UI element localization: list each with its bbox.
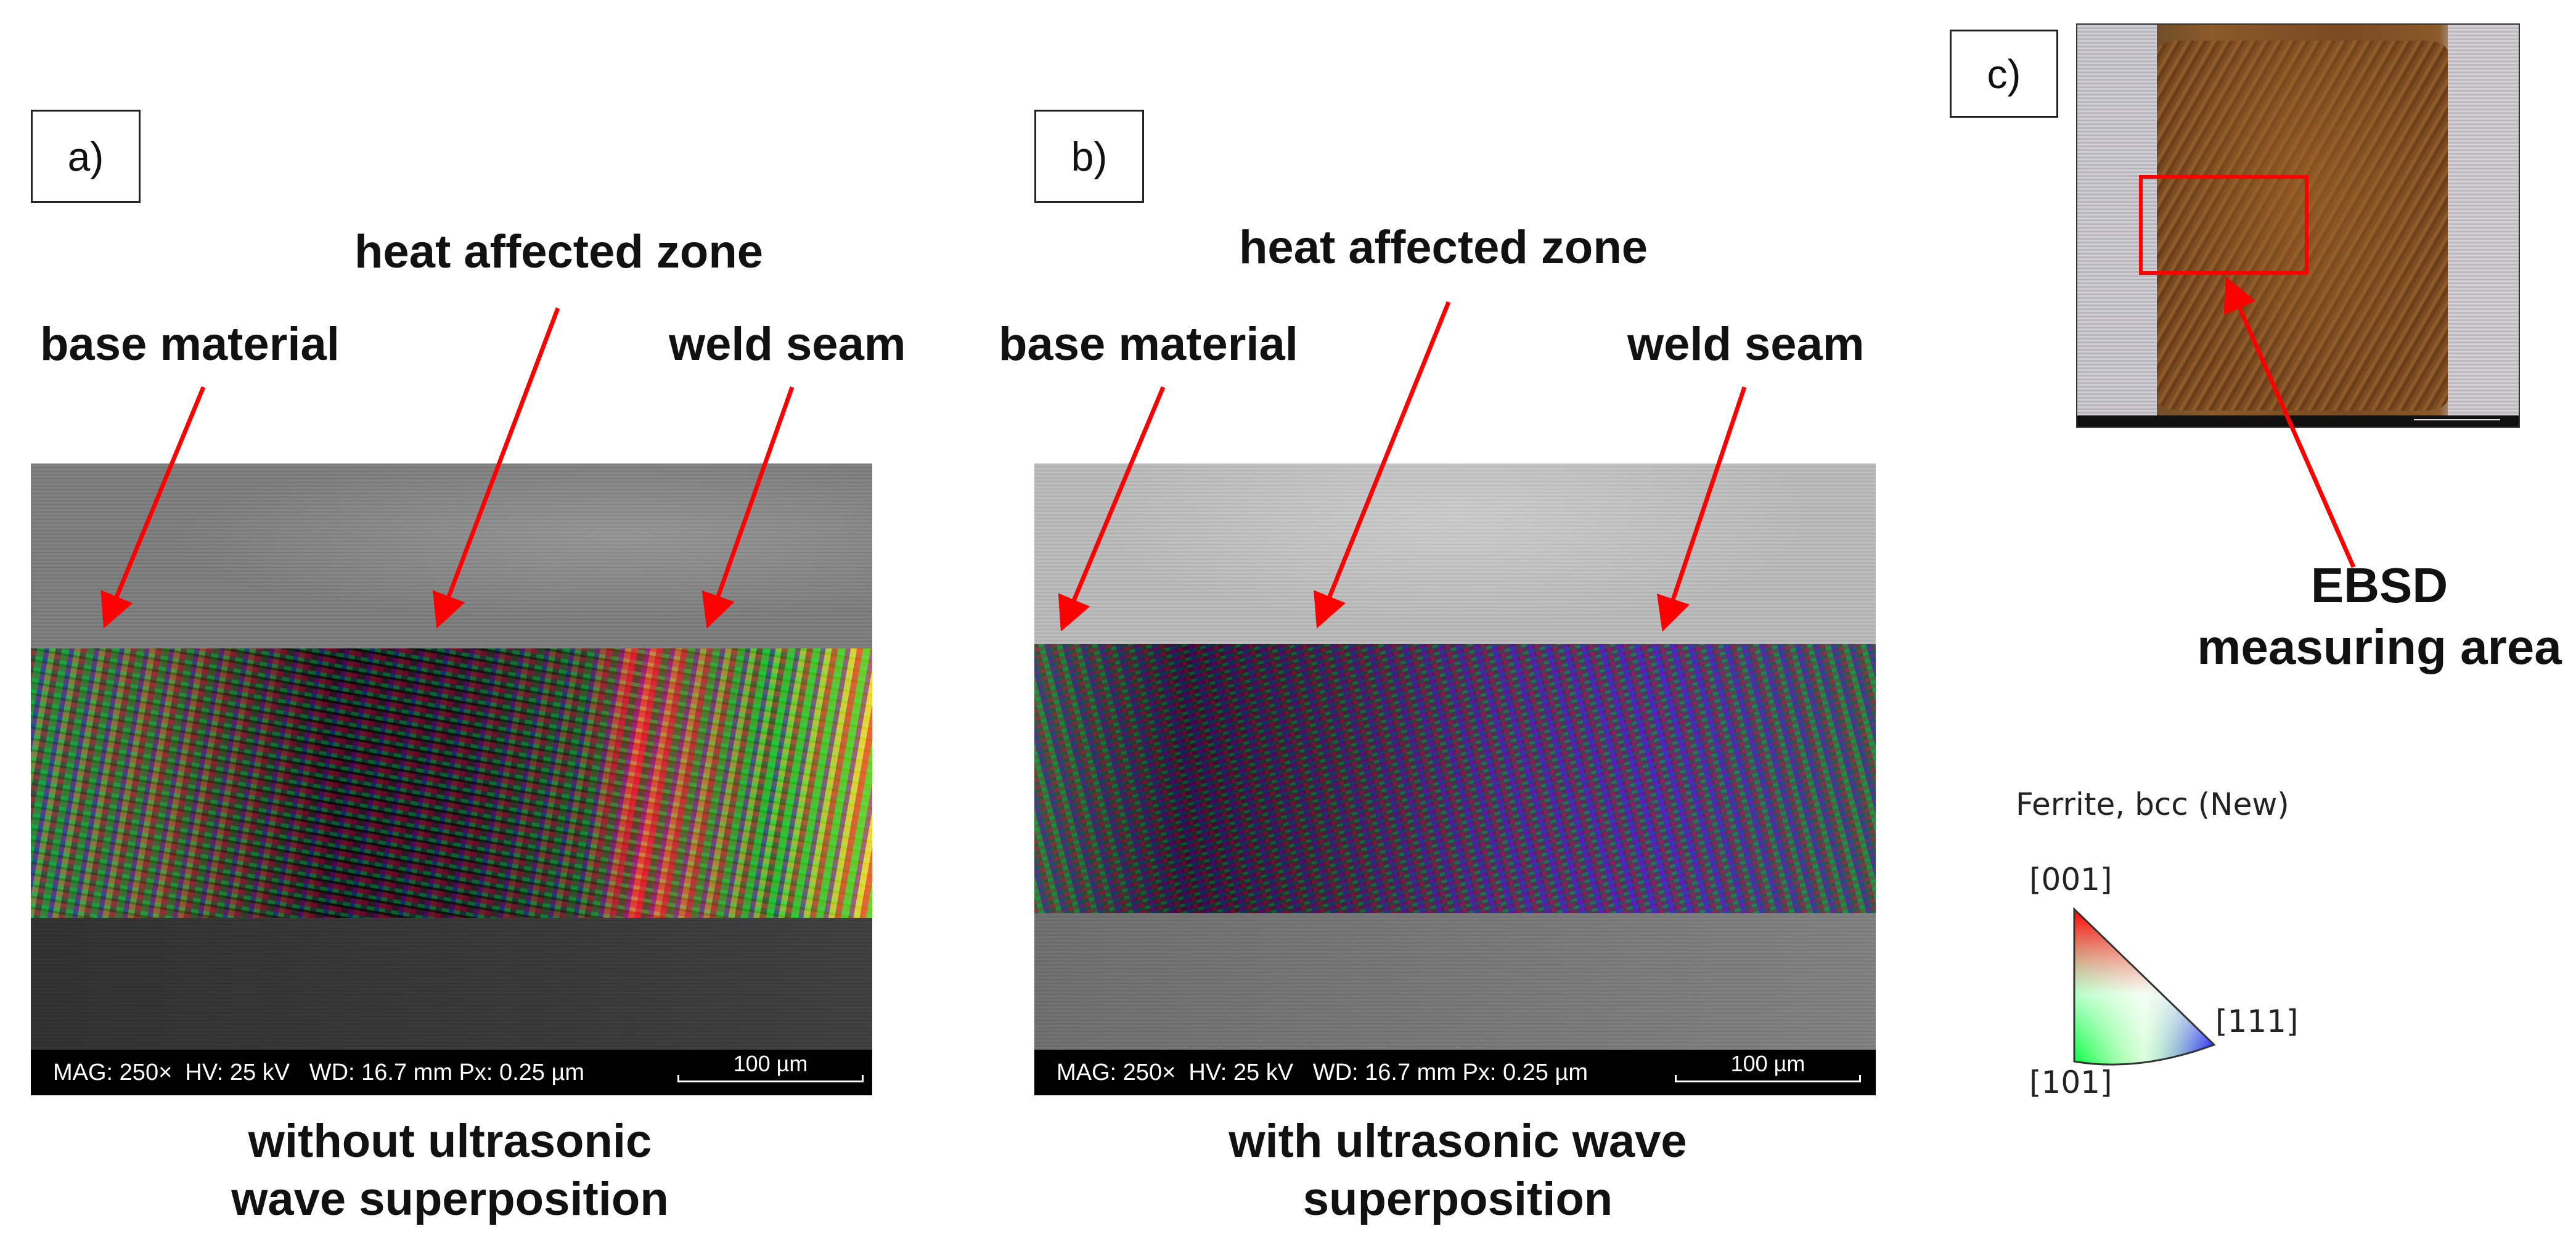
panel-b-arrow-base xyxy=(1058,386,1166,632)
panel-b-arrow-weld xyxy=(1656,386,1747,632)
panel-a-arrow-weld xyxy=(701,386,795,629)
ipf-corner-001-label: [001] xyxy=(2029,862,2112,897)
ipf-legend-title: Ferrite, bcc (New) xyxy=(2016,786,2289,822)
panel-a-arrows xyxy=(100,307,795,629)
ipf-corner-101-label: [101] xyxy=(2029,1064,2112,1100)
panel-b-heat-affected-zone-label: heat affected zone xyxy=(1239,221,1648,274)
panel-b-sem-bottom xyxy=(1034,913,1876,1050)
panel-c-weld-cross-section xyxy=(2076,23,2520,428)
panel-c-base-left xyxy=(2077,25,2157,427)
panel-c-base-right xyxy=(2448,25,2519,427)
panel-c-mini-scale-bar xyxy=(2414,419,2500,420)
ipf-color-triangle xyxy=(2073,907,2216,1066)
panel-a-caption-line-2: wave superposition xyxy=(231,1173,669,1225)
panel-b-scale-bar xyxy=(1675,1075,1861,1082)
panel-b-arrows xyxy=(1058,301,1747,632)
panel-a-weld-seam-label: weld seam xyxy=(669,318,906,370)
panel-a-scale-bar xyxy=(677,1075,864,1082)
panel-b-label-box: b) xyxy=(1034,110,1144,203)
ipf-corner-111-label: [111] xyxy=(2215,1003,2299,1039)
panel-b-base-material-label: base material xyxy=(999,318,1298,370)
panel-c-weld-zone xyxy=(2156,41,2448,411)
panel-b-sem-top xyxy=(1034,464,1876,644)
panel-b-label: b) xyxy=(1071,133,1108,179)
panel-b-info-bar: MAG: 250× HV: 25 kV WD: 16.7 mm Px: 0.25… xyxy=(1034,1050,1876,1095)
panel-c-ebsd-label-line-2: measuring area xyxy=(2197,619,2562,674)
panel-a-arrow-base xyxy=(100,386,206,629)
panel-a-base-material-label: base material xyxy=(40,318,340,370)
panel-c-label-box: c) xyxy=(1950,30,2058,118)
panel-b-caption: with ultrasonic wave superposition xyxy=(1150,1113,1766,1228)
panel-c-ebsd-frame xyxy=(2139,175,2308,275)
panel-a-caption-line-1: without ultrasonic xyxy=(248,1115,652,1167)
panel-b-scale-label: 100 µm xyxy=(1730,1051,1805,1076)
panel-c-scale-strip xyxy=(2077,415,2519,427)
panel-a-label-box: a) xyxy=(31,110,141,203)
panel-a-caption: without ultrasonic wave superposition xyxy=(142,1113,758,1228)
panel-b-micrograph: MAG: 250× HV: 25 kV WD: 16.7 mm Px: 0.25… xyxy=(1034,464,1876,1095)
panel-a-sem-bottom xyxy=(31,918,872,1050)
panel-a-arrow-haz xyxy=(432,307,560,629)
panel-b-caption-line-1: with ultrasonic wave xyxy=(1229,1115,1687,1167)
panel-a-ebsd-map xyxy=(31,648,872,918)
panel-a-label: a) xyxy=(67,133,104,179)
panel-c-ebsd-label: EBSD measuring area xyxy=(2194,555,2564,678)
panel-b-acquisition-params: MAG: 250× HV: 25 kV WD: 16.7 mm Px: 0.25… xyxy=(1057,1060,1589,1085)
panel-a-acquisition-params: MAG: 250× HV: 25 kV WD: 16.7 mm Px: 0.25… xyxy=(53,1060,585,1085)
panel-b-arrow-haz xyxy=(1314,301,1451,629)
panel-a-info-bar: MAG: 250× HV: 25 kV WD: 16.7 mm Px: 0.25… xyxy=(31,1050,872,1095)
panel-a-scale-label: 100 µm xyxy=(733,1051,808,1076)
panel-b-weld-seam-label: weld seam xyxy=(1627,318,1865,370)
panel-c-label: c) xyxy=(1987,51,2021,97)
panel-c-arrow xyxy=(2223,276,2356,568)
panel-c-ebsd-label-line-1: EBSD xyxy=(2310,558,2448,613)
panel-a-heat-affected-zone-label: heat affected zone xyxy=(354,226,764,278)
panel-b-caption-line-2: superposition xyxy=(1302,1173,1613,1225)
panel-b-ebsd-map xyxy=(1034,644,1876,913)
